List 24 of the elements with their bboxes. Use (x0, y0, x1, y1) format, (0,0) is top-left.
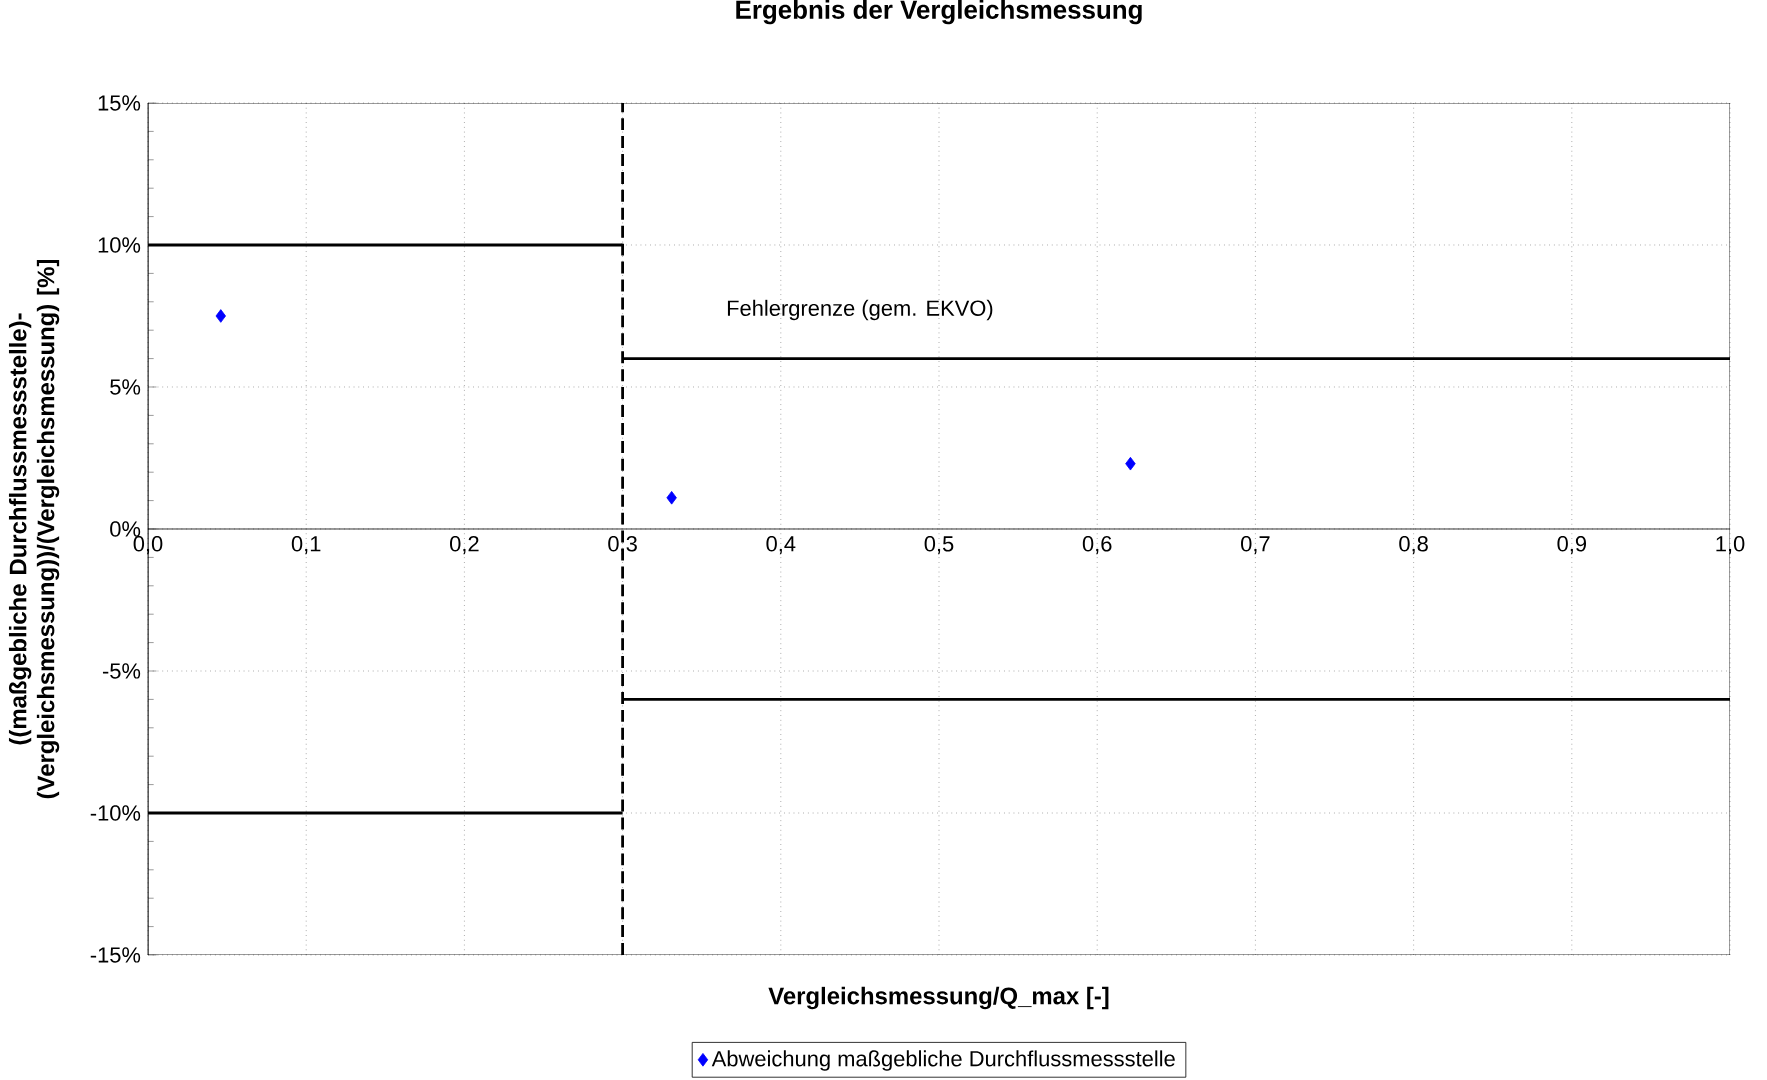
chart-title: Ergebnis der Vergleichsmessung (736, 0, 1142, 25)
legend-label: Abweichung maßgebliche Durchflussmessstelle (711, 1050, 1175, 1071)
point (666, 490, 677, 505)
x-tick-label: 0,7 (1241, 536, 1270, 555)
y-tick-label: -15% (90, 947, 141, 963)
x-axis-title: Vergleichsmessung/Q_max [-] (768, 986, 1109, 1010)
x-tick-label: 0,1 (291, 536, 321, 555)
x-tick-label: 0,6 (1082, 536, 1112, 555)
annotation: Fehlergrenze (gem. EKVO) (727, 299, 993, 321)
x-tick-label: 0,8 (1399, 536, 1428, 555)
x-tick-label: 1,0 (1716, 536, 1745, 555)
y-tick-label: 10% (98, 237, 141, 253)
y-tick-label: 5% (110, 379, 141, 395)
x-tick-label: 0,9 (1557, 536, 1587, 555)
point (1125, 456, 1136, 471)
point (215, 309, 226, 323)
y-axis-title: ((maßgebliche Durchflussmessstelle)-(Vergleichsmessung))/(Vergleichsmessung) [%] (8, 259, 60, 799)
y-tick-label: 0% (110, 521, 141, 537)
y-tick-label: -10% (90, 805, 141, 821)
y-tick-label: 15% (98, 95, 141, 111)
x-tick-label: 0,2 (450, 536, 479, 555)
x-tick-label: 0,4 (766, 536, 796, 555)
x-tick-label: 0,5 (924, 536, 954, 555)
y-tick-label: -5% (102, 663, 141, 679)
